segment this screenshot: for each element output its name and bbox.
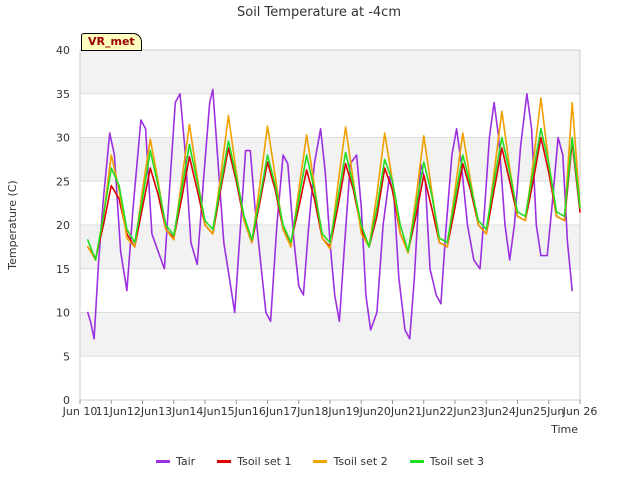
background-band xyxy=(80,312,580,357)
legend-label-tsoil-2: Tsoil set 2 xyxy=(333,454,388,468)
series-layer xyxy=(87,88,581,340)
legend: Tair Tsoil set 1 Tsoil set 2 Tsoil set 3 xyxy=(0,452,640,470)
x-tick-label: 25Jun xyxy=(533,405,564,418)
legend-swatch-tsoil-1 xyxy=(217,459,232,463)
y-tick-label: 20 xyxy=(56,219,70,232)
y-tick-label: 10 xyxy=(56,307,70,320)
x-tick-label: 16Jun xyxy=(252,405,283,418)
legend-item-tair: Tair xyxy=(155,452,196,470)
x-tick-label: 18Jun xyxy=(314,405,345,418)
y-axis-label: Temperature (C) xyxy=(6,180,19,270)
x-tick-label: 24Jun xyxy=(502,405,533,418)
y-tick-label: 35 xyxy=(56,88,70,101)
y-tick-label: 40 xyxy=(56,44,70,57)
legend-label-tair: Tair xyxy=(175,454,196,468)
y-tick-label: 0 xyxy=(63,394,70,407)
legend-swatch-tair xyxy=(155,459,170,463)
x-tick-label: 23Jun xyxy=(471,405,502,418)
x-tick-label: Jun 10 xyxy=(62,405,98,418)
legend-swatch-tsoil-2 xyxy=(313,459,328,463)
x-tick-label: 21Jun xyxy=(408,405,439,418)
legend-label-tsoil-3: Tsoil set 3 xyxy=(429,454,485,468)
chart-title: Soil Temperature at -4cm xyxy=(237,5,401,20)
x-tick-label: Jun 26 xyxy=(562,405,598,418)
legend-item-tsoil-3: Tsoil set 3 xyxy=(409,452,485,470)
grid-lines xyxy=(80,49,580,401)
series-line-tair xyxy=(87,88,573,340)
background-bands xyxy=(80,50,580,357)
y-tick-label: 30 xyxy=(56,132,70,145)
x-tick-label: 17Jun xyxy=(283,405,314,418)
x-axis-label: Time xyxy=(550,423,578,436)
x-tick-label: 19Jun xyxy=(346,405,377,418)
y-tick-label: 5 xyxy=(63,350,70,363)
y-tick-label: 25 xyxy=(56,175,70,188)
series-line-tsoil-set-3 xyxy=(87,128,581,261)
x-tick-label: 13Jun xyxy=(158,405,189,418)
legend-item-tsoil-1: Tsoil set 1 xyxy=(217,452,291,470)
legend-label-tsoil-1: Tsoil set 1 xyxy=(237,454,292,468)
legend-swatch-tsoil-3 xyxy=(409,459,424,463)
background-band xyxy=(80,50,580,94)
x-tick-label: 15Jun xyxy=(221,405,252,418)
station-badge: VR_met xyxy=(81,33,142,51)
legend-item-tsoil-2: Tsoil set 2 xyxy=(313,452,388,470)
x-tick-label: 20Jun xyxy=(377,405,408,418)
x-tick-label: 14Jun xyxy=(189,405,220,418)
x-tick-label: 12Jun xyxy=(127,405,158,418)
x-tick-label: 22Jun xyxy=(439,405,470,418)
x-tick-label: 11Jun xyxy=(96,405,127,418)
y-tick-label: 15 xyxy=(56,263,70,276)
